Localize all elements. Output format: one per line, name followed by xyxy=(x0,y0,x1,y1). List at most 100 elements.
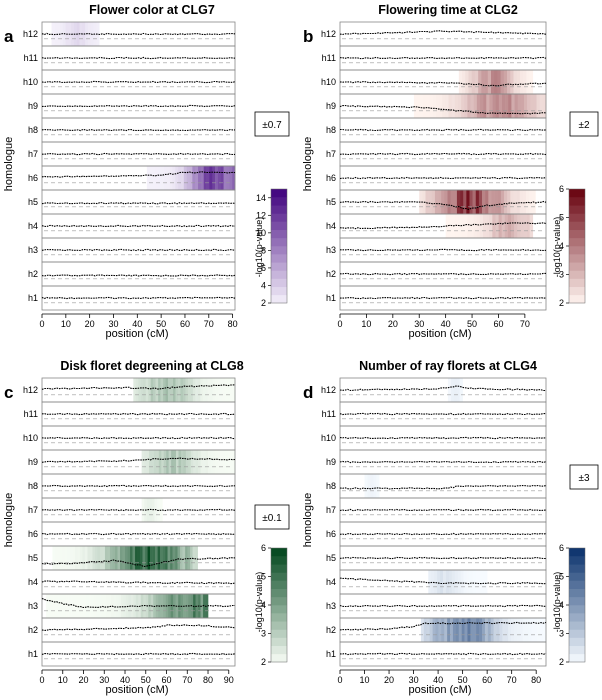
heat-cell-c-h3-7 xyxy=(63,594,67,618)
colorbar-swatch-d-0 xyxy=(569,653,585,663)
heat-cell-c-h3-1 xyxy=(48,594,52,618)
heat-cell-c-h9-35 xyxy=(227,450,231,474)
x-tick-label-d-0: 0 xyxy=(337,675,342,685)
trace-c-h7 xyxy=(41,508,236,512)
heat-cell-c-h12-18 xyxy=(177,378,181,402)
heat-cell-c-h3-0 xyxy=(46,594,49,618)
heat-cell-d-h12-0 xyxy=(447,378,452,402)
x-tick-label-a-10: 10 xyxy=(61,319,71,329)
panel-a-title: Flower color at CLG7 xyxy=(89,3,215,17)
heat-cell-b-h5-21 xyxy=(485,190,489,214)
heat-cell-c-h12-7 xyxy=(150,378,154,402)
trace-b-h9 xyxy=(339,104,547,115)
x-tick-label-c-40: 40 xyxy=(120,675,130,685)
heat-cell-c-h9-3 xyxy=(148,450,152,474)
colorbar-swatch-a-4 xyxy=(271,262,287,271)
heat-cell-a-h6-11 xyxy=(178,166,182,190)
colorbar-swatch-a-8 xyxy=(271,229,287,239)
heat-cell-b-h4-5 xyxy=(461,214,465,238)
x-tick-label-d-80: 80 xyxy=(531,675,541,685)
heat-cell-c-h9-10 xyxy=(166,450,169,474)
heat-cell-d-h4-3 xyxy=(437,570,441,594)
homologue-label-c-h3: h3 xyxy=(28,601,38,611)
heat-cell-b-h4-13 xyxy=(486,214,490,238)
heat-cell-c-h5-34 xyxy=(137,546,141,570)
heat-cell-d-h8-4 xyxy=(376,474,380,498)
trace-c-h2 xyxy=(41,624,236,631)
heat-cell-b-h5-27 xyxy=(504,190,508,214)
heat-cell-b-h4-18 xyxy=(501,214,506,238)
colorbar-tick-d-5: 5 xyxy=(559,572,564,582)
heat-cell-b-h9-16 xyxy=(464,94,468,118)
heat-cell-b-h5-22 xyxy=(488,190,492,214)
homologue-label-c-h1: h1 xyxy=(28,649,38,659)
heat-cell-d-h2-7 xyxy=(441,618,445,642)
heat-cell-d-h4-9 xyxy=(454,570,459,594)
heat-cell-c-h9-25 xyxy=(203,450,206,474)
heat-cell-b-h9-21 xyxy=(479,94,484,118)
heat-cell-c-h5-53 xyxy=(185,546,188,570)
heat-cell-c-h12-8 xyxy=(153,378,156,402)
heat-cell-b-h9-33 xyxy=(517,94,522,118)
homologue-label-a-h12: h12 xyxy=(23,29,38,39)
heat-cell-d-h2-12 xyxy=(455,618,460,642)
homologue-label-b-h1: h1 xyxy=(326,293,336,303)
heat-cell-c-h9-13 xyxy=(173,450,177,474)
colorbar-swatch-b-12 xyxy=(569,197,585,206)
heat-cell-c-h12-33 xyxy=(215,378,218,402)
x-tick-label-c-70: 70 xyxy=(182,675,192,685)
row-frame-b-h12 xyxy=(339,21,547,47)
heat-cell-c-h9-4 xyxy=(151,450,155,474)
heat-cell-b-h5-12 xyxy=(456,190,461,214)
trace-c-h4 xyxy=(41,580,236,585)
heat-cell-a-h12-9 xyxy=(76,22,80,46)
heat-cell-c-h9-6 xyxy=(156,450,160,474)
heat-cell-c-h9-32 xyxy=(220,450,224,474)
colorbar-swatch-b-10 xyxy=(569,213,585,222)
trace-a-h3 xyxy=(41,248,236,252)
heat-cell-c-h12-16 xyxy=(173,378,176,402)
heat-cell-c-h5-18 xyxy=(97,546,101,570)
heat-cell-c-h12-39 xyxy=(230,378,233,402)
heat-cell-d-h2-35 xyxy=(522,618,526,642)
colorbar-swatch-a-6 xyxy=(271,246,287,255)
x-tick-label-c-10: 10 xyxy=(58,675,68,685)
heat-cell-c-h5-47 xyxy=(170,546,173,570)
homologue-label-b-h5: h5 xyxy=(326,197,336,207)
panel-c-effect-label: ±0.1 xyxy=(262,513,282,524)
homologue-label-c-h10: h10 xyxy=(23,433,38,443)
trace-d-h7 xyxy=(339,508,547,512)
heat-cell-c-h9-29 xyxy=(212,450,216,474)
homologue-label-c-h7: h7 xyxy=(28,505,38,515)
homologue-label-d-h8: h8 xyxy=(326,481,336,491)
heat-cell-b-h10-22 xyxy=(529,70,534,94)
heat-cell-c-h12-15 xyxy=(170,378,174,402)
homologue-label-b-h12: h12 xyxy=(321,29,336,39)
x-tick-label-a-70: 70 xyxy=(204,319,214,329)
heat-cell-b-h9-31 xyxy=(511,94,515,118)
heat-cell-c-h5-16 xyxy=(92,546,96,570)
colorbar-swatch-d-10 xyxy=(569,572,585,581)
heat-cell-c-h3-4 xyxy=(56,594,59,618)
heat-cell-c-h12-27 xyxy=(200,378,204,402)
heat-cell-b-h9-10 xyxy=(445,94,449,118)
homologue-label-c-h11: h11 xyxy=(24,409,38,419)
heat-cell-c-h9-12 xyxy=(171,450,174,474)
heat-cell-a-h6-15 xyxy=(189,166,193,190)
heat-cell-c-h12-19 xyxy=(180,378,184,402)
colorbar-tick-c-5: 5 xyxy=(261,572,266,582)
heat-cell-b-h10-21 xyxy=(526,70,530,94)
panel-d-xlabel: position (cM) xyxy=(409,684,472,696)
heat-cell-b-h9-22 xyxy=(483,94,487,118)
panel-c-frames xyxy=(41,377,236,667)
colorbar-tick-a-8: 8 xyxy=(261,245,266,255)
colorbar-tick-d-4: 4 xyxy=(559,600,564,610)
colorbar-swatch-a-7 xyxy=(271,237,287,247)
colorbar-swatch-c-1 xyxy=(271,645,287,655)
homologue-label-a-h7: h7 xyxy=(28,149,38,159)
colorbar-tick-d-6: 6 xyxy=(559,543,564,553)
x-tick-label-b-70: 70 xyxy=(520,319,530,329)
heat-cell-d-h4-5 xyxy=(443,570,447,594)
heat-cell-d-h2-26 xyxy=(496,618,500,642)
